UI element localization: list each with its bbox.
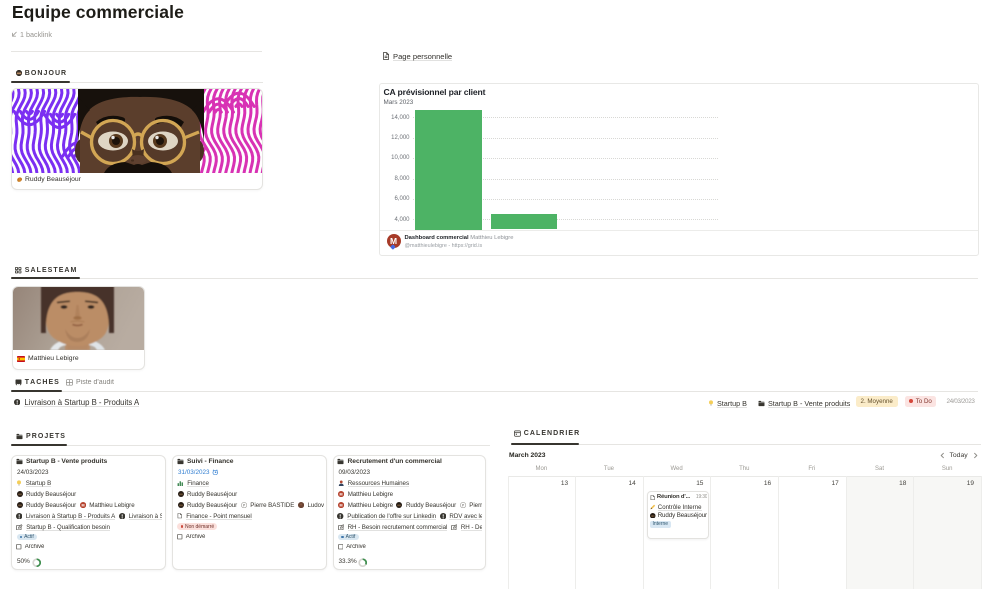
svg-text:P: P bbox=[462, 503, 465, 507]
svg-text:M: M bbox=[340, 492, 343, 496]
svg-text:M: M bbox=[81, 503, 84, 507]
svg-text:P: P bbox=[243, 503, 246, 507]
svg-text:M: M bbox=[340, 503, 343, 507]
